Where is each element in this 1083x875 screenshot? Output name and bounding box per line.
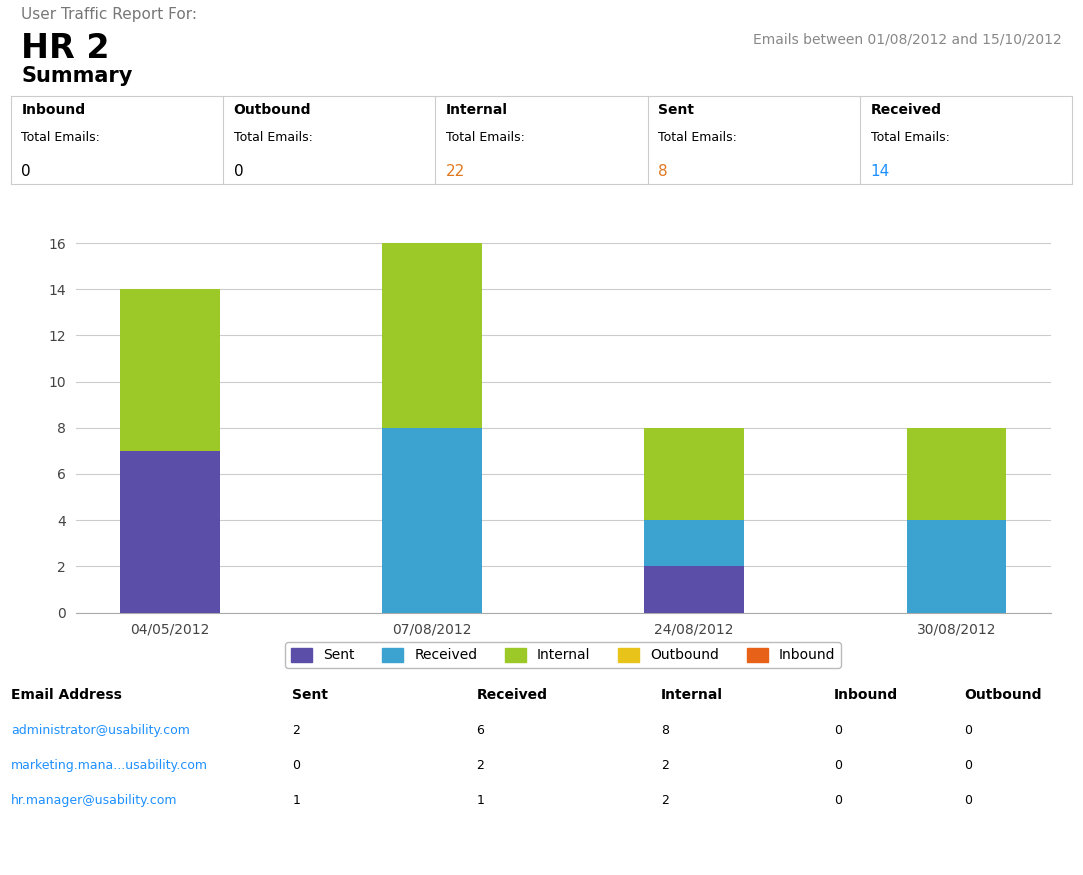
Text: 0: 0 — [834, 794, 841, 807]
Text: Sent: Sent — [658, 103, 694, 117]
Text: User Traffic: User Traffic — [13, 648, 120, 666]
Text: Total Emails:: Total Emails: — [234, 131, 313, 144]
Text: 0: 0 — [292, 760, 300, 772]
Text: 0: 0 — [834, 724, 841, 737]
Text: Outbound: Outbound — [964, 688, 1042, 702]
Text: marketing.mana...usability.com: marketing.mana...usability.com — [11, 760, 208, 772]
Bar — [644, 566, 744, 612]
Text: Total Emails:: Total Emails: — [22, 131, 101, 144]
Bar — [120, 451, 220, 612]
Text: Received: Received — [477, 688, 548, 702]
Text: Received: Received — [871, 103, 941, 117]
Text: 6: 6 — [477, 724, 484, 737]
Text: HR 2: HR 2 — [22, 32, 110, 66]
Text: Inbound: Inbound — [834, 688, 898, 702]
Text: 0: 0 — [964, 794, 971, 807]
Text: Summary: Summary — [22, 66, 133, 86]
Text: 1: 1 — [477, 794, 484, 807]
Bar — [382, 428, 482, 612]
Text: 8: 8 — [661, 724, 668, 737]
Text: Total Emails:: Total Emails: — [871, 131, 950, 144]
Text: Email Address: Email Address — [11, 688, 121, 702]
Text: 0: 0 — [964, 724, 971, 737]
Text: Sent: Sent — [292, 688, 328, 702]
Text: 2: 2 — [661, 760, 668, 772]
Text: 2: 2 — [477, 760, 484, 772]
Bar — [120, 290, 220, 451]
Text: 0: 0 — [234, 164, 244, 179]
Text: Outbound: Outbound — [234, 103, 311, 117]
Bar — [382, 243, 482, 428]
Text: User Traffic Report For:: User Traffic Report For: — [22, 7, 197, 22]
Text: Inbound: Inbound — [22, 103, 86, 117]
Text: 1: 1 — [292, 794, 300, 807]
Text: 0: 0 — [22, 164, 31, 179]
Text: Total Emails:: Total Emails: — [658, 131, 738, 144]
Legend: Sent, Received, Internal, Outbound, Inbound: Sent, Received, Internal, Outbound, Inbo… — [286, 642, 840, 668]
Text: Total Emails:: Total Emails: — [446, 131, 525, 144]
Bar — [644, 520, 744, 566]
Text: Emails between 01/08/2012 and 15/10/2012: Emails between 01/08/2012 and 15/10/2012 — [753, 32, 1061, 46]
Text: 8: 8 — [658, 164, 668, 179]
Text: hr.manager@usability.com: hr.manager@usability.com — [11, 794, 178, 807]
Text: Internal: Internal — [446, 103, 508, 117]
Bar — [906, 428, 1006, 520]
Text: administrator@usability.com: administrator@usability.com — [11, 724, 190, 737]
Text: 2: 2 — [661, 794, 668, 807]
Bar — [644, 428, 744, 520]
Text: 0: 0 — [964, 760, 971, 772]
Text: 0: 0 — [834, 760, 841, 772]
Bar — [906, 520, 1006, 612]
Text: 2: 2 — [292, 724, 300, 737]
Text: 22: 22 — [446, 164, 466, 179]
Text: Internal: Internal — [661, 688, 722, 702]
Text: 14: 14 — [871, 164, 890, 179]
